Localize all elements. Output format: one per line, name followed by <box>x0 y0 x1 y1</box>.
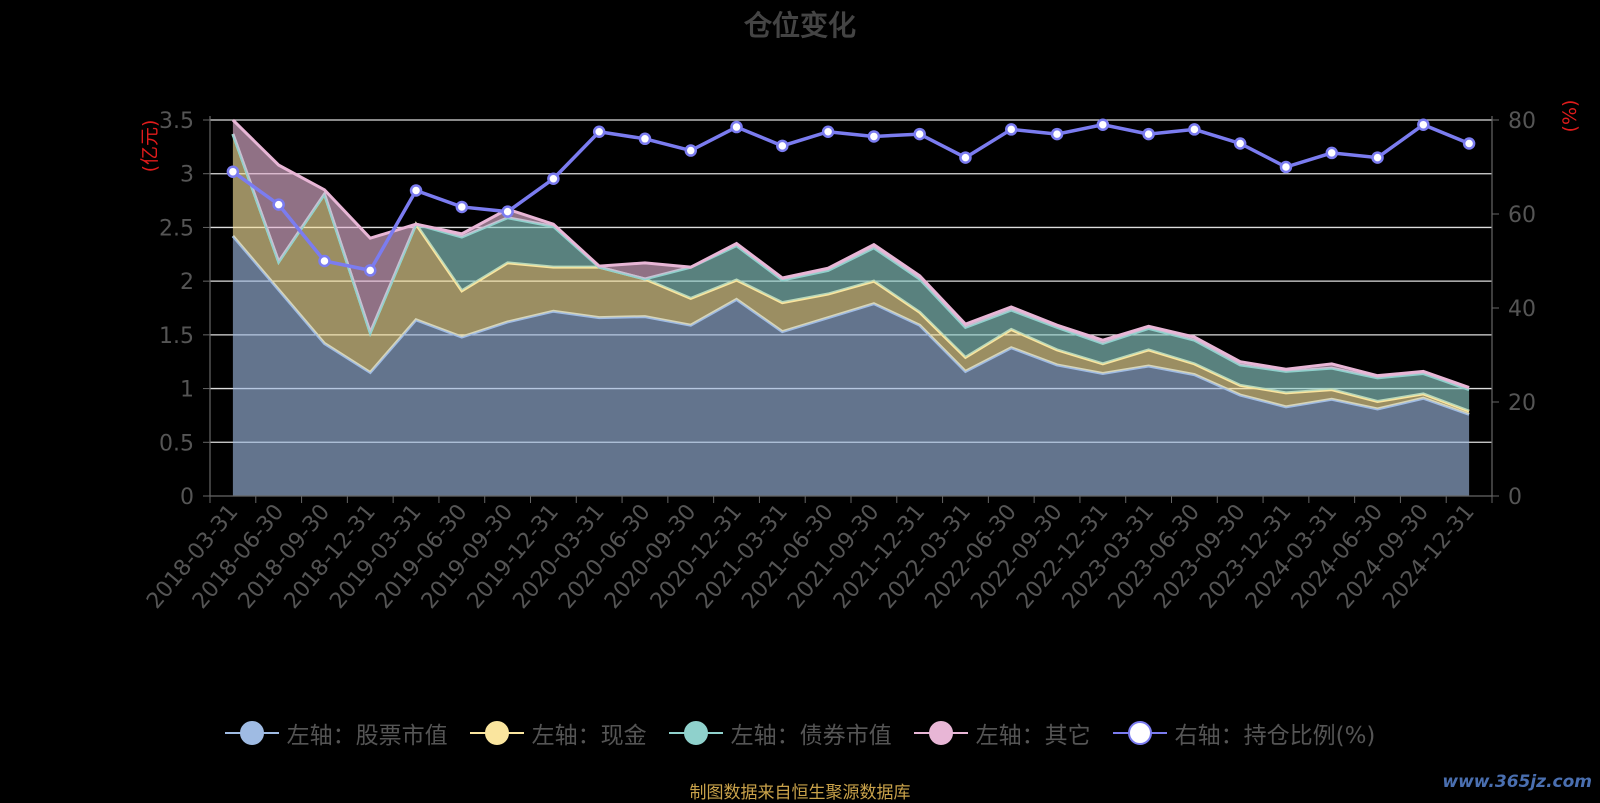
legend-ratio-icon <box>1112 720 1167 746</box>
y-left-tick-label: 2 <box>180 270 194 295</box>
y-right-tick-label: 20 <box>1508 391 1536 416</box>
legend-label: 左轴：其它 <box>975 723 1091 749</box>
legend-item-other[interactable]: 左轴：其它 <box>913 716 1091 750</box>
legend-stock-icon <box>224 720 279 746</box>
legend-cash-icon <box>469 720 524 746</box>
y-right-axis-label: (%) <box>1559 100 1581 133</box>
ratio-point <box>1325 146 1338 160</box>
ratio-point <box>638 132 652 146</box>
ratio-point <box>1279 160 1293 174</box>
ratio-point <box>272 198 285 211</box>
ratio-point <box>592 125 606 138</box>
y-left-tick-label: 2.5 <box>159 216 194 241</box>
ratio-point <box>501 205 514 218</box>
y-left-axis-label: (亿元) <box>139 120 161 173</box>
ratio-point <box>730 120 743 134</box>
y-left-tick-label: 1 <box>180 378 194 403</box>
legend-item-cash[interactable]: 左轴：现金 <box>469 716 647 750</box>
area-左轴：股票市值 <box>232 236 1470 496</box>
legend-label: 右轴：持仓比例(%) <box>1174 723 1376 749</box>
watermark: www.365jz.com <box>1442 772 1592 792</box>
y-left-tick-label: 3.5 <box>159 109 194 134</box>
chart-title: 仓位变化 <box>743 9 856 42</box>
y-right-tick-label: 40 <box>1508 297 1536 322</box>
ratio-point <box>821 125 835 138</box>
legend[interactable]: 左轴：股票市值 左轴：现金 左轴：债券市值 左轴：其它 右轴：持仓比例(%) <box>0 716 1600 750</box>
ratio-point <box>226 165 240 178</box>
y-left-tick-label: 0 <box>180 485 194 510</box>
ratio-point <box>1005 123 1018 136</box>
line-ratio <box>231 122 1470 273</box>
ratio-point <box>409 184 423 197</box>
ratio-point <box>867 130 881 143</box>
line-左轴：其它 <box>231 118 1470 389</box>
ratio-point <box>1050 127 1064 141</box>
y-right-tick-label: 0 <box>1508 485 1522 510</box>
y-left-tick-label: 1.5 <box>159 324 194 349</box>
ratio-point <box>1096 118 1110 131</box>
ratio-point <box>455 200 469 214</box>
ratio-point <box>1142 127 1155 141</box>
legend-item-ratio[interactable]: 右轴：持仓比例(%) <box>1112 716 1376 750</box>
source-footer: 制图数据来自恒生聚源数据库 <box>689 783 911 803</box>
legend-other-icon <box>913 720 968 746</box>
line-左轴：股票市值 <box>231 235 1470 416</box>
ratio-point <box>1188 123 1201 136</box>
ratio-point <box>913 127 926 141</box>
y-left-tick-label: 0.5 <box>159 431 194 456</box>
legend-label: 左轴：现金 <box>531 723 647 749</box>
legend-label: 左轴：股票市值 <box>286 723 448 749</box>
ratio-point <box>1462 137 1476 150</box>
legend-item-stock[interactable]: 左轴：股票市值 <box>224 716 448 750</box>
ratio-point <box>959 151 972 164</box>
y-right-tick-label: 80 <box>1508 109 1536 134</box>
ratio-point <box>684 144 697 157</box>
legend-label: 左轴：债券市值 <box>730 723 892 749</box>
area-左轴：债券市值 <box>232 133 1470 412</box>
ratio-point <box>1371 151 1384 164</box>
ratio-point <box>1233 137 1247 150</box>
y-left-tick-label: 3 <box>180 163 194 188</box>
legend-bond-icon <box>668 720 723 746</box>
ratio-point <box>1417 118 1430 131</box>
ratio-point <box>776 139 789 153</box>
ratio-point <box>364 264 377 277</box>
y-right-tick-label: 60 <box>1508 203 1536 228</box>
ratio-point <box>547 172 560 185</box>
ratio-point <box>318 254 331 268</box>
legend-item-bond[interactable]: 左轴：债券市值 <box>668 716 892 750</box>
